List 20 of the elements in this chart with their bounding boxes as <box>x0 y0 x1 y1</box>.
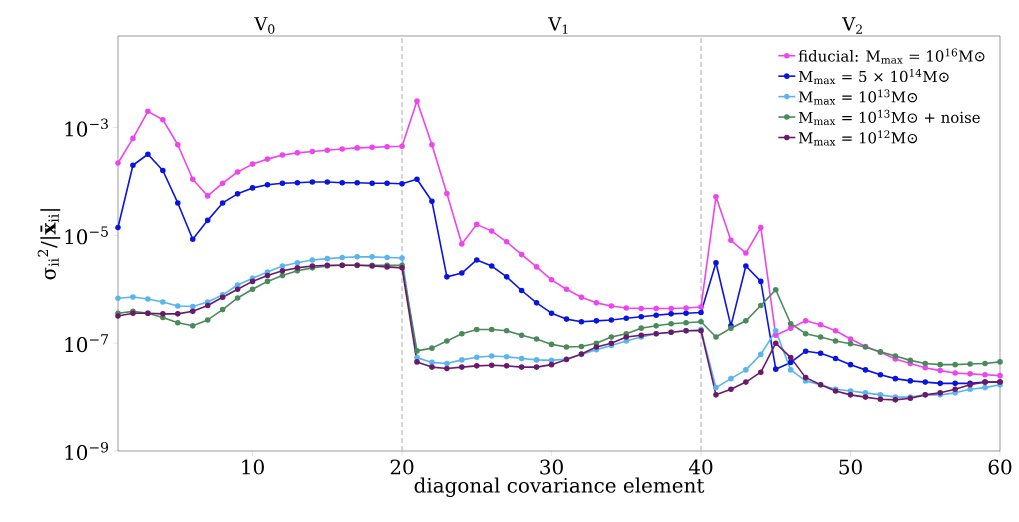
y-tick-label: 10$^{−7}$ <box>65 334 108 353</box>
text: V$_{2}$ <box>842 17 862 34</box>
y-axis-title: σ$_{ii}$$^{2}$/|x̄$_{ii}$| <box>37 209 61 280</box>
legend-label: fiducial: M$_{max}$ = 10$^{16}$M⊙ <box>798 48 985 64</box>
y-tick-label: 10$^{−9}$ <box>65 441 109 461</box>
legend-label: M$_{max}$ = 10$^{13}$M⊙ + noise <box>798 109 980 126</box>
legend-label: M$_{max}$ = 10$^{13}$M⊙ <box>798 89 918 105</box>
y-tick-label: 10$^{−3}$ <box>65 118 108 137</box>
x-tick-label: 50 <box>839 459 862 475</box>
x-tick-label: 10 <box>242 459 264 475</box>
legend-label: M$_{max}$ = 5 × 10$^{14}$M⊙ <box>798 68 949 85</box>
x-tick-label: 20 <box>390 459 414 475</box>
legend-label: M$_{max}$ = 10$^{12}$M⊙ <box>798 130 918 146</box>
y-tick-label: 10$^{−5}$ <box>65 226 108 245</box>
x-tick-label: 30 <box>540 459 563 475</box>
x-tick-label: 40 <box>688 459 713 475</box>
text: V$_{0}$ <box>254 17 275 34</box>
x-tick-label: 60 <box>988 459 1012 475</box>
x-axis-title: diagonal covariance element <box>414 477 705 497</box>
text: V$_{1}$ <box>548 17 568 34</box>
